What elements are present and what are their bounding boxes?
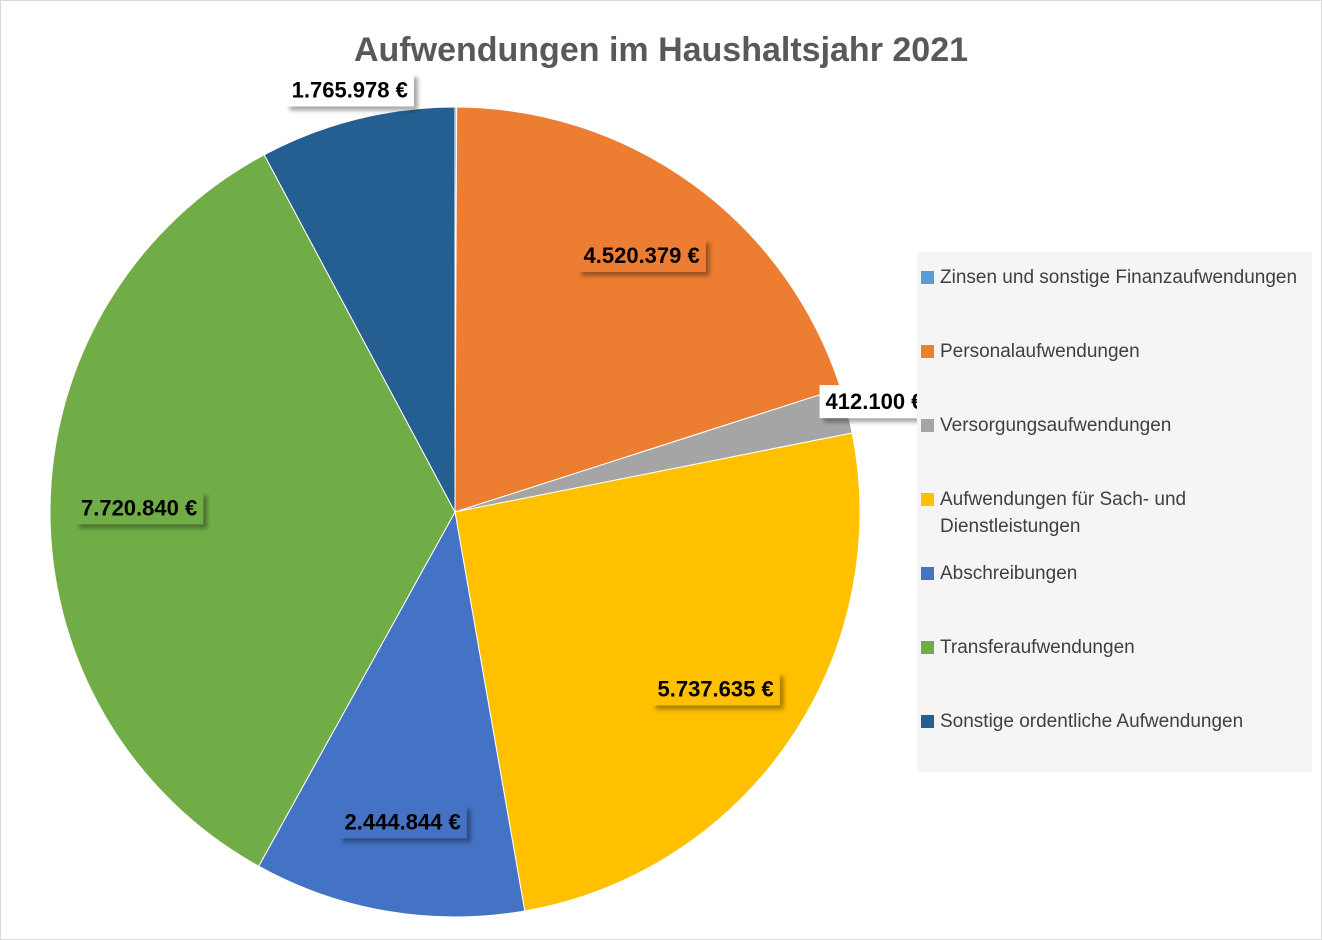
legend-entry: Personalaufwendungen <box>917 338 1312 412</box>
data-label-box <box>285 73 414 107</box>
data-label-box <box>74 491 204 525</box>
legend-swatch <box>921 419 934 432</box>
data-label-box <box>577 238 706 272</box>
legend-entry: Versorgungsaufwendungen <box>917 412 1312 486</box>
data-label-text: 5.737.635 € <box>657 676 773 701</box>
data-label-text: 412.100 € <box>826 389 924 414</box>
legend-label: Zinsen und sonstige Finanzaufwendungen <box>940 267 1298 288</box>
pie-slice <box>454 106 842 513</box>
chart-title: Aufwendungen im Haushaltsjahr 2021 <box>354 31 968 69</box>
legend-swatch <box>921 715 934 728</box>
legend-swatch <box>921 641 934 654</box>
pie-slice <box>49 154 456 867</box>
legend-swatch <box>921 493 934 506</box>
legend-label: Versorgungsaufwendungen <box>940 415 1172 436</box>
legend-swatch <box>921 567 934 580</box>
data-label-box <box>338 805 467 839</box>
pie-slice <box>454 432 861 912</box>
legend-label: Abschreibungen <box>940 563 1078 584</box>
legend-label: Personalaufwendungen <box>940 341 1140 362</box>
data-label: 4.520.379 € <box>577 238 706 272</box>
data-label: 1.765.978 € <box>285 73 414 107</box>
legend-entry: Zinsen und sonstige Finanzaufwendungen <box>917 264 1312 338</box>
legend-entry: Sonstige ordentliche Aufwendungen <box>917 708 1312 782</box>
data-label-box <box>651 672 780 706</box>
legend-label: Sonstige ordentliche Aufwendungen <box>940 711 1244 732</box>
data-label: 412.100 € <box>819 385 930 419</box>
legend-label: Transferaufwendungen <box>940 637 1135 658</box>
pie-slice <box>263 106 456 513</box>
legend-label: Aufwendungen für Sach- und Dienstleistun… <box>940 489 1187 537</box>
data-label-text: 4.520.379 € <box>584 243 700 268</box>
legend-swatch <box>921 345 934 358</box>
data-label: 7.720.840 € <box>74 491 204 525</box>
legend-entry: Abschreibungen <box>917 560 1312 634</box>
data-label-text: 1.765.978 € <box>292 77 408 102</box>
data-label-text: 2.444.844 € <box>345 809 461 834</box>
legend-entry: Aufwendungen für Sach- und Dienstleistun… <box>917 486 1312 560</box>
data-label-text: 7.720.840 € <box>81 495 197 520</box>
legend: Zinsen und sonstige Finanzaufwendungen Pe… <box>917 252 1312 772</box>
data-label-box <box>819 385 930 419</box>
data-label: 2.444.844 € <box>338 805 467 839</box>
legend-entry: Transferaufwendungen <box>917 634 1312 708</box>
data-label: 5.737.635 € <box>651 672 780 706</box>
legend-swatch <box>921 271 934 284</box>
